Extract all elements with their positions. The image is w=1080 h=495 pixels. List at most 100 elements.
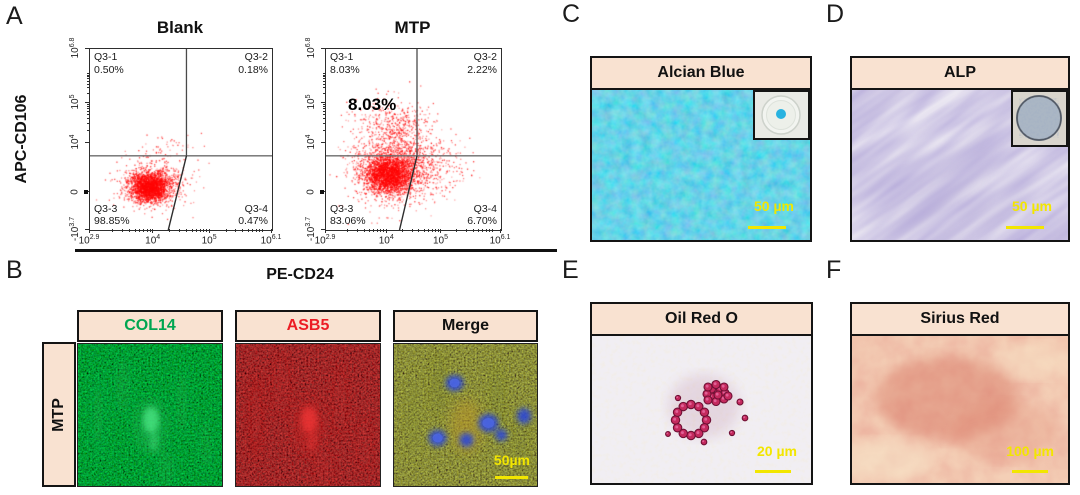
axis-tick xyxy=(322,76,325,78)
axis-tick xyxy=(482,229,484,232)
axis-tick xyxy=(179,229,181,232)
y-axis-tick-label: 106.8 xyxy=(304,37,318,59)
quadrant-gate-lines xyxy=(90,49,272,230)
axis-tick xyxy=(472,229,474,232)
axis-tick xyxy=(129,229,131,232)
x-axis-tick-label: 102.9 xyxy=(314,234,336,247)
alp-micrograph: 50 µm xyxy=(852,90,1068,240)
axis-tick xyxy=(363,229,365,232)
axis-tick xyxy=(262,229,264,232)
axis-tick xyxy=(377,229,379,232)
axis-tick xyxy=(322,105,325,107)
axis-tick xyxy=(380,229,382,232)
flow-x-axis-bar xyxy=(75,249,557,252)
axis-tick xyxy=(321,141,325,143)
axis-tick xyxy=(322,113,325,115)
axis-tick xyxy=(322,74,325,76)
axis-tick xyxy=(146,229,148,232)
axis-tick xyxy=(456,229,458,232)
axis-tick xyxy=(149,229,151,232)
axis-tick xyxy=(86,92,89,94)
x-axis-tick-label: 106.1 xyxy=(489,234,511,247)
if-header-merge: Merge xyxy=(393,310,538,342)
alp-well-inset xyxy=(1011,90,1068,147)
zero-tick-marker xyxy=(84,189,88,194)
axis-tick xyxy=(86,105,89,107)
alcian-blue-micrograph: 50 µm xyxy=(592,90,810,240)
alp-scale-bar-label: 50 µm xyxy=(1012,198,1052,214)
axis-tick xyxy=(356,229,358,232)
panel-letter-c: C xyxy=(562,0,581,28)
axis-tick xyxy=(85,101,89,103)
axis-tick xyxy=(321,47,325,49)
axis-tick xyxy=(196,229,198,232)
axis-tick xyxy=(86,113,89,115)
if-micrograph-col14 xyxy=(77,343,223,487)
axis-tick xyxy=(143,229,145,232)
y-axis-tick-label: 0 xyxy=(305,189,317,195)
x-axis-tick-label: 102.9 xyxy=(78,234,100,247)
y-axis-tick-label: 105 xyxy=(68,94,82,110)
axis-tick xyxy=(86,73,89,74)
quadrant-label-q3-3: Q3-3 98.85% xyxy=(94,202,130,228)
y-axis-tick-label: -103.7 xyxy=(68,216,82,242)
axis-tick xyxy=(322,92,325,94)
alcian-blue-title: Alcian Blue xyxy=(592,58,810,90)
alcian-scale-bar-label: 50 µm xyxy=(754,198,794,214)
alp-title: ALP xyxy=(852,58,1068,90)
quadrant-label-q3-2: Q3-2 0.18% xyxy=(238,51,268,76)
alcian-scale-bar xyxy=(748,226,786,229)
nuclei xyxy=(428,375,532,447)
alp-panel: ALP 50 µm xyxy=(850,56,1070,242)
flow-plot-blank: Q3-1 0.50% Q3-2 0.18% Q3-3 98.85% Q3-4 0.47% xyxy=(89,48,273,231)
axis-tick xyxy=(488,229,490,232)
lipid-droplets xyxy=(665,379,749,446)
if-micrograph-merge: 50µm xyxy=(393,343,538,487)
axis-tick xyxy=(322,110,325,112)
if-micrograph-asb5 xyxy=(235,343,381,487)
oil-red-o-panel: Oil Red O 20 µm xyxy=(590,302,813,485)
axis-tick xyxy=(373,229,375,232)
axis-tick xyxy=(134,229,136,232)
axis-tick xyxy=(322,87,325,89)
axis-tick xyxy=(252,229,254,232)
sirius-scale-bar-label: 100 µm xyxy=(1006,443,1054,459)
axis-tick xyxy=(139,229,141,232)
axis-tick xyxy=(322,83,325,85)
y-axis-tick-label: -103.7 xyxy=(304,216,318,242)
axis-tick xyxy=(247,229,249,232)
axis-tick xyxy=(86,78,89,80)
axis-tick xyxy=(411,229,413,232)
axis-tick xyxy=(321,228,325,230)
x-axis-tick-label: 104 xyxy=(378,234,394,247)
axis-tick xyxy=(440,229,441,233)
oilred-scale-bar-label: 20 µm xyxy=(757,443,797,459)
flow-scatter-dots xyxy=(90,49,270,228)
axis-tick xyxy=(385,229,387,233)
quadrant-label-q3-1: Q3-1 0.50% xyxy=(94,51,124,76)
quadrant-label-q3-2: Q3-2 2.22% xyxy=(467,51,497,76)
panel-letter-d: D xyxy=(826,0,845,28)
alp-scale-bar xyxy=(1006,226,1044,229)
axis-tick xyxy=(499,229,501,233)
quadrant-label-q3-4: Q3-4 0.47% xyxy=(238,202,268,228)
axis-tick xyxy=(85,228,89,230)
axis-tick xyxy=(423,229,425,232)
axis-tick xyxy=(85,141,89,143)
y-axis-tick-label: 106.8 xyxy=(68,37,82,59)
axis-tick xyxy=(86,83,89,85)
axis-tick xyxy=(225,229,227,232)
axis-tick xyxy=(86,103,89,105)
x-axis-tick-label: 105 xyxy=(432,234,449,247)
axis-tick xyxy=(186,229,188,232)
axis-tick xyxy=(431,229,433,232)
sirius-red-title: Sirius Red xyxy=(852,304,1068,336)
axis-tick xyxy=(465,229,467,232)
axis-tick xyxy=(322,73,325,74)
axis-tick xyxy=(86,74,89,76)
axis-tick xyxy=(199,229,201,232)
axis-tick xyxy=(259,229,261,232)
sirius-red-micrograph: 100 µm xyxy=(852,336,1068,483)
axis-tick xyxy=(322,80,325,82)
axis-tick xyxy=(86,122,89,124)
